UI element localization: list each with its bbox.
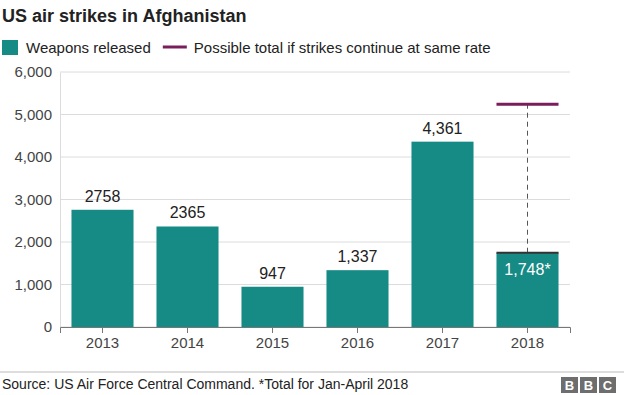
logo: BBC — [561, 377, 616, 393]
data-labels: 2758 2365 947 1,337 4,361 1,748* — [85, 120, 551, 282]
x-tick-mark — [272, 327, 273, 333]
legend-label: Possible total if strikes continue at sa… — [194, 39, 491, 56]
title: US air strikes in Afghanistan — [2, 6, 246, 26]
x-tick: 2014 — [171, 327, 204, 351]
y-tick: 3,000 — [14, 191, 60, 208]
y-axis: 0 1,000 2,000 3,000 4,000 5,000 6,000 — [14, 63, 60, 335]
y-tick-label: 1,000 — [14, 276, 52, 293]
x-tick-label: 2014 — [171, 334, 204, 351]
legend-label: Weapons released — [26, 39, 151, 56]
grid — [60, 72, 570, 327]
x-tick-label: 2017 — [426, 334, 459, 351]
grid-line — [60, 284, 570, 285]
source: Source: US Air Force Central Command. *T… — [2, 376, 408, 392]
y-tick-label: 4,000 — [14, 148, 52, 165]
y-tick: 2,000 — [14, 233, 60, 250]
x-tick-mark — [527, 327, 528, 333]
grid-line — [60, 199, 570, 200]
y-tick: 1,000 — [14, 276, 60, 293]
y-tick-label: 5,000 — [14, 106, 52, 123]
bar — [241, 287, 303, 327]
legend-swatch — [163, 46, 187, 49]
x-tick: 2015 — [256, 327, 289, 351]
data-label: 1,337 — [337, 248, 377, 265]
chart: US air strikes in Afghanistan Weapons rel… — [0, 0, 624, 395]
legend-item: Possible total if strikes continue at sa… — [163, 39, 491, 56]
x-tick-mark — [357, 327, 358, 333]
legend: Weapons released Possible total if strike… — [2, 39, 491, 56]
x-tick-label: 2015 — [256, 334, 289, 351]
bar — [156, 226, 218, 327]
grid-line — [60, 157, 570, 158]
y-tick: 6,000 — [14, 63, 60, 80]
logo-text: BBC — [565, 378, 613, 393]
bar — [496, 253, 558, 327]
footer-rule — [0, 372, 624, 373]
y-tick: 0 — [44, 318, 60, 335]
bar — [326, 270, 388, 327]
grid-line — [60, 114, 570, 115]
data-label: 4,361 — [422, 120, 462, 137]
projection-connector — [527, 104, 528, 253]
bar — [411, 142, 473, 327]
logo-box — [561, 377, 578, 393]
y-tick: 5,000 — [14, 106, 60, 123]
logo-box — [580, 377, 597, 393]
x-tick-mark — [442, 327, 443, 333]
data-label: 2758 — [85, 188, 121, 205]
x-tick-label: 2018 — [511, 334, 544, 351]
x-tick: 2017 — [426, 327, 459, 351]
bar — [71, 210, 133, 327]
x-tick-label: 2016 — [341, 334, 374, 351]
x-tick: 2018 — [511, 327, 544, 351]
x-tick-label: 2013 — [86, 334, 119, 351]
y-axis-line — [60, 73, 61, 328]
current-level — [496, 252, 558, 254]
plot: 0 1,000 2,000 3,000 4,000 5,000 6,000 2758 2365 9… — [14, 63, 570, 350]
x-tick-mark — [187, 327, 188, 333]
y-tick-label: 0 — [44, 318, 52, 335]
y-tick-label: 6,000 — [14, 63, 52, 80]
data-label: 1,748* — [504, 261, 550, 278]
x-axis: 2013 2014 2015 2016 2017 2018 — [61, 327, 571, 351]
data-label: 947 — [259, 265, 286, 282]
grid-line — [60, 242, 570, 243]
grid-line — [60, 72, 570, 73]
y-tick-label: 3,000 — [14, 191, 52, 208]
projection-marker — [496, 103, 558, 106]
logo-box — [599, 377, 616, 393]
marks — [71, 104, 558, 327]
legend-item: Weapons released — [2, 39, 151, 56]
x-axis-line — [61, 328, 571, 334]
x-tick: 2016 — [341, 327, 374, 351]
legend-swatch — [2, 40, 18, 55]
y-tick-label: 2,000 — [14, 233, 52, 250]
x-tick: 2013 — [86, 327, 119, 351]
data-label: 2365 — [170, 204, 206, 221]
y-tick: 4,000 — [14, 148, 60, 165]
x-tick-mark — [102, 327, 103, 333]
